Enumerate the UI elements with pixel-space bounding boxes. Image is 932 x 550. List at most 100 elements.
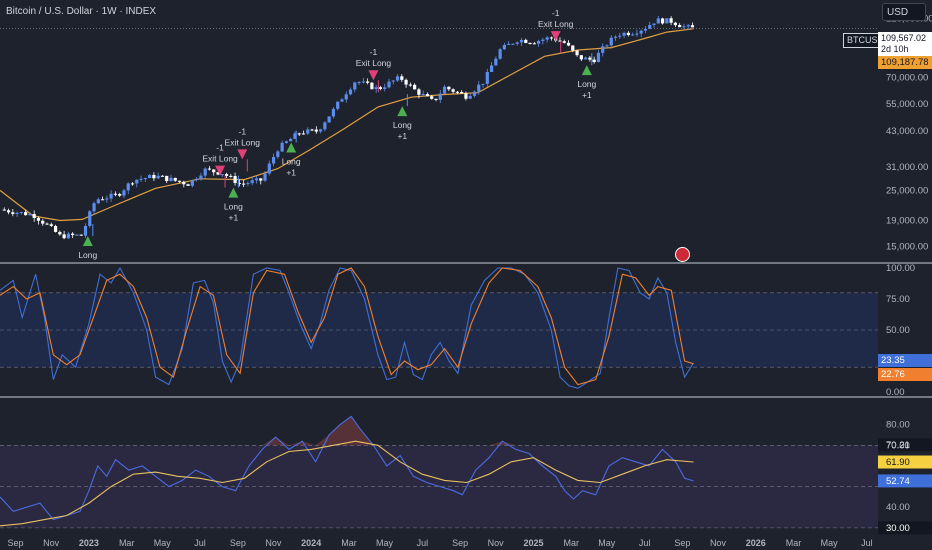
time-tick-label: 2026 [746,538,766,548]
candle [648,24,652,29]
candle [464,93,468,99]
time-tick-label: May [821,538,839,548]
time-tick-label: Mar [341,538,357,548]
candle [173,177,177,181]
candle [233,175,237,183]
candle [601,46,605,53]
price-axes: 120,000.0070,000.0055,000.0043,000.0031,… [878,13,932,535]
long-signal-label: Long [224,202,243,212]
time-tick-label: Mar [564,538,580,548]
long-signal-qty: +1 [397,131,407,141]
moving-average-line [0,28,694,222]
candle [88,211,92,226]
candle [152,174,156,179]
time-tick-label: 2023 [79,538,99,548]
candle [190,180,194,186]
candle [660,18,665,24]
rsi-value-tag [878,521,932,535]
stoch-k-line [0,266,694,389]
candle [340,99,344,102]
exit-signal-qty: -1 [216,143,224,153]
candle [507,43,511,45]
candle [545,37,549,40]
candle [267,163,271,174]
candle [216,172,220,175]
candle [250,180,254,184]
currency-button[interactable]: USD [882,3,926,21]
candles [2,15,695,240]
candle [596,52,601,63]
candle [442,86,447,94]
candle [177,180,182,182]
candle [434,98,438,100]
candle [605,45,609,47]
candle [361,81,365,83]
long-signal-qty: +1 [582,90,592,100]
candle [468,95,472,99]
ma-value-tag: 109,187.78 [878,56,932,69]
candle [212,169,216,173]
time-axis: Sep Nov 2023 Mar May Jul Sep Nov 2024 Mar May Jul Se… [8,538,873,548]
rsi-tick-label: 61.90 [886,457,910,468]
time-tick-label: Nov [488,538,505,548]
candle [566,42,571,46]
candle [626,32,630,36]
candle [293,133,297,139]
candle [472,91,477,96]
long-signal-qty: +1 [229,213,239,223]
price-tick-label: 55,000.00 [886,99,928,110]
candle [455,91,459,93]
rsi-tick-label: 40.00 [886,502,910,513]
candle [404,79,408,85]
candle [562,41,566,43]
candle [122,190,126,196]
candle [639,30,643,34]
time-tick-label: May [376,538,394,548]
ma-line [0,28,694,222]
candle [618,35,622,37]
candle [558,40,562,42]
candle [310,129,314,131]
stoch-k-tag: 23.35 [878,354,932,367]
candle [579,55,583,60]
candle [374,87,378,90]
candle [541,39,545,41]
us-flag-icon[interactable] [675,247,690,262]
time-tick-label: Nov [43,538,60,548]
candle [58,231,62,235]
candle [306,129,310,134]
rsi-tick-label: 70.00 [886,440,910,451]
price-tick-label: 25,000.00 [886,185,928,196]
rsi-line [0,415,694,521]
candle [96,199,100,204]
rsi-value-tag [878,455,932,469]
candle [622,32,626,36]
long-signal-label: Long [78,250,97,260]
time-tick-label: 2025 [523,538,543,548]
candle [528,42,532,44]
candle [571,45,575,51]
stoch-tick-label: 50.00 [886,325,910,336]
candle [224,174,229,176]
candle [36,218,41,221]
candle [378,87,383,89]
price-tick-label: 31,000.00 [886,162,928,173]
long-signal-arrow [581,65,592,76]
candle [515,42,519,44]
exit-signal-arrow [368,70,379,81]
candle [62,234,66,239]
candle [485,72,489,84]
candle [494,58,498,66]
time-tick-label: 2024 [301,538,321,548]
candle [609,37,613,46]
candle [613,36,618,38]
long-signal-label: Long [577,79,596,89]
candle [165,175,169,181]
candle [502,44,507,50]
rsi-ma-line [0,440,694,527]
rsi-tick-label: 80.00 [886,420,910,431]
candle [524,39,528,43]
chart-title: Bitcoin / U.S. Dollar · 1W · INDEX [6,6,157,17]
candle [430,96,434,99]
